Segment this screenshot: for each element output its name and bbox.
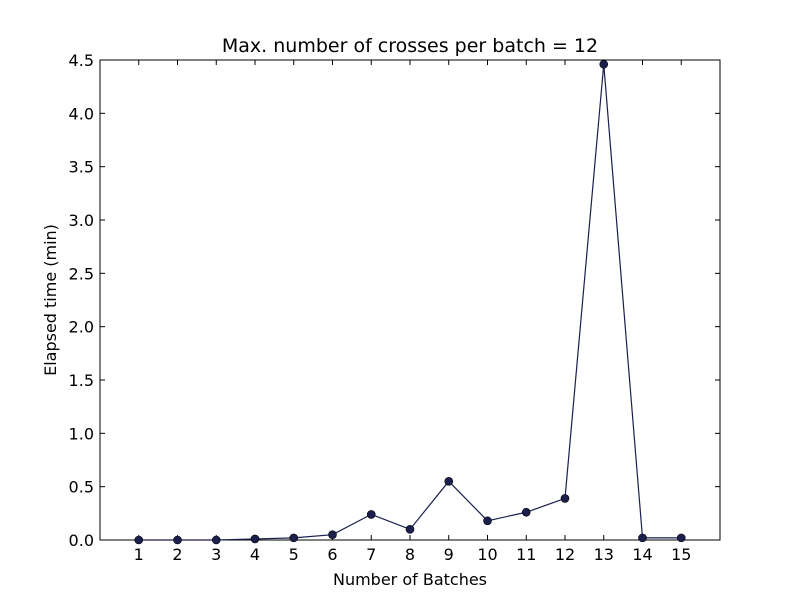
data-point xyxy=(676,533,686,543)
data-point xyxy=(134,535,144,545)
x-tick-label: 7 xyxy=(366,545,376,564)
data-point xyxy=(250,534,260,544)
y-tick-label: 2.5 xyxy=(69,264,94,283)
y-tick-label: 4.5 xyxy=(69,51,94,70)
plot-area xyxy=(99,59,721,541)
x-tick-label: 1 xyxy=(134,545,144,564)
x-tick-label: 4 xyxy=(250,545,260,564)
data-point xyxy=(405,525,415,534)
y-axis-label: Elapsed time (min) xyxy=(41,224,60,376)
x-tick-label: 8 xyxy=(405,545,415,564)
x-tick-label: 12 xyxy=(555,545,575,564)
x-tick-label: 5 xyxy=(289,545,299,564)
series-layer xyxy=(134,59,686,545)
x-axis-label: Number of Batches xyxy=(333,570,487,589)
data-point xyxy=(289,533,299,543)
x-tick-label: 2 xyxy=(172,545,182,564)
x-tick-label: 3 xyxy=(211,545,221,564)
y-tick-label: 0.5 xyxy=(69,478,94,497)
data-point xyxy=(638,533,647,543)
data-point xyxy=(560,494,570,503)
data-point xyxy=(328,530,337,539)
data-point xyxy=(211,535,221,545)
x-tick-label: 14 xyxy=(632,545,652,564)
data-point xyxy=(483,516,492,526)
x-tick-label: 6 xyxy=(327,545,337,564)
data-point xyxy=(366,510,376,519)
y-tick-label: 3.0 xyxy=(69,211,94,230)
x-axis: 1 2 3 4 5 6 7 8 9 10 11 12 13 14 15 xyxy=(134,60,691,564)
x-tick-label: 13 xyxy=(594,545,614,564)
y-tick-label: 3.5 xyxy=(69,158,94,177)
y-tick-label: 4.0 xyxy=(69,104,94,123)
x-tick-label: 10 xyxy=(477,545,497,564)
x-tick-label: 15 xyxy=(671,545,691,564)
y-tick-label: 0.0 xyxy=(69,531,94,550)
data-point xyxy=(444,477,454,486)
data-point xyxy=(599,59,609,69)
data-point xyxy=(521,507,531,517)
data-point xyxy=(173,535,182,545)
x-tick-label: 9 xyxy=(444,545,454,564)
y-axis: 0.0 0.5 1.0 1.5 2.0 2.5 3.0 3.5 4.0 4.5 xyxy=(69,51,720,550)
chart-title: Max. number of crosses per batch = 12 xyxy=(222,35,598,57)
y-tick-label: 1.0 xyxy=(69,424,94,443)
y-tick-label: 2.0 xyxy=(69,318,94,337)
y-tick-label: 1.5 xyxy=(69,371,94,390)
x-tick-label: 11 xyxy=(516,545,536,564)
